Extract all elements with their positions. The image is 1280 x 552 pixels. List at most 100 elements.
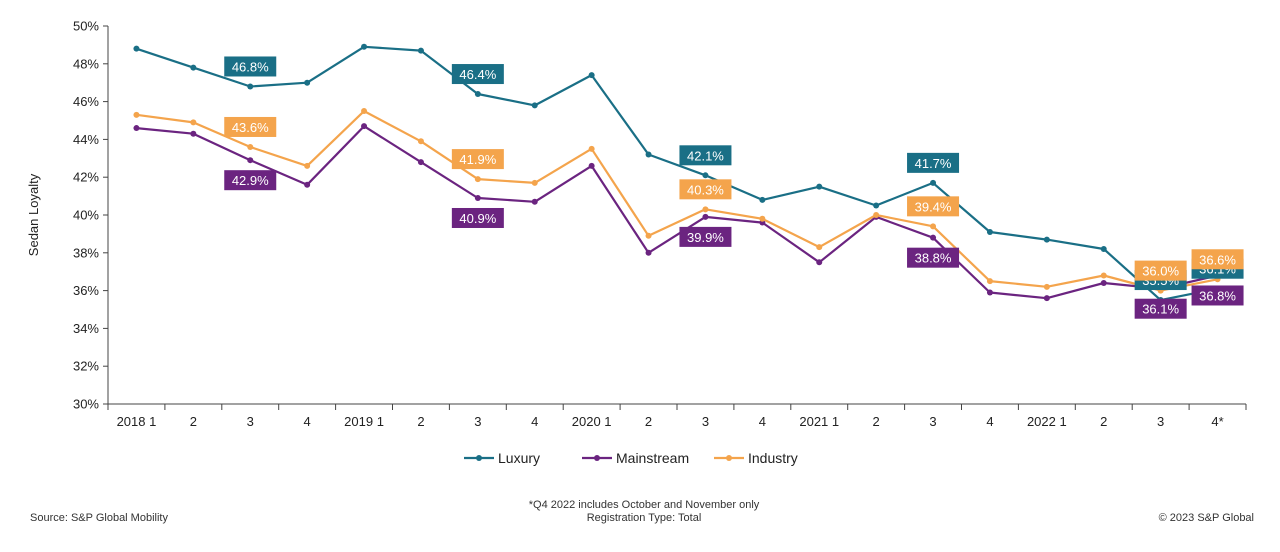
data-label-box-industry: [1134, 260, 1187, 281]
data-point-luxury: [361, 43, 368, 50]
data-point-industry: [133, 111, 140, 118]
data-label-box-industry: [1191, 249, 1244, 270]
data-point-industry: [702, 206, 709, 213]
data-label-box-mainstream: [451, 207, 504, 228]
data-label-box-mainstream: [1191, 285, 1244, 306]
data-point-industry: [1043, 283, 1050, 290]
data-point-luxury: [247, 83, 254, 90]
data-point-luxury: [1043, 236, 1050, 243]
data-point-mainstream: [304, 181, 311, 188]
data-label-industry: 41.9%: [459, 152, 496, 167]
source-note: Source: S&P Global Mobility: [30, 512, 168, 524]
x-tick-label: 2021 1: [799, 414, 839, 429]
data-point-mainstream: [986, 289, 993, 296]
data-point-industry: [304, 162, 311, 169]
data-point-mainstream: [247, 157, 254, 164]
data-point-luxury: [702, 172, 709, 179]
series-line-mainstream: [136, 125, 1218, 300]
x-tick-label: 4: [531, 414, 538, 429]
data-label-box-mainstream: [1134, 298, 1187, 319]
data-point-industry: [645, 232, 652, 239]
x-tick-label: 4: [759, 414, 766, 429]
y-tick-label: 30%: [73, 397, 99, 412]
data-label-industry: 36.0%: [1142, 264, 1179, 279]
data-point-mainstream: [702, 213, 709, 220]
data-point-industry: [873, 212, 880, 218]
x-tick-label: 2: [190, 414, 197, 429]
y-tick-label: 34%: [73, 321, 99, 336]
y-tick-label: 48%: [73, 56, 99, 71]
data-point-luxury: [588, 72, 595, 79]
x-tick-label: 3: [474, 414, 481, 429]
footnote-line-1: *Q4 2022 includes October and November o…: [528, 499, 760, 511]
data-point-mainstream: [588, 162, 595, 169]
legend-marker-luxury: [476, 455, 482, 461]
x-tick-label: 4*: [1211, 414, 1223, 429]
data-label-mainstream: 36.8%: [1199, 288, 1236, 303]
data-label-luxury: 46.8%: [232, 59, 269, 74]
data-point-luxury: [531, 102, 538, 109]
data-point-industry: [361, 108, 368, 115]
data-label-box-luxury: [679, 145, 732, 166]
legend-label-industry: Industry: [748, 450, 798, 466]
legend-marker-industry: [726, 455, 732, 461]
x-tick-label: 3: [929, 414, 936, 429]
data-label-industry: 39.4%: [915, 199, 952, 214]
data-point-industry: [474, 176, 481, 183]
data-label-box-industry: [451, 149, 504, 170]
x-tick-label: 4: [986, 414, 993, 429]
data-point-mainstream: [816, 259, 823, 266]
y-tick-label: 46%: [73, 94, 99, 109]
data-point-luxury: [759, 196, 766, 203]
x-tick-label: 2: [417, 414, 424, 429]
x-tick-label: 2022 1: [1027, 414, 1067, 429]
data-point-mainstream: [474, 194, 481, 201]
data-point-luxury: [1100, 246, 1107, 253]
data-point-mainstream: [645, 249, 652, 256]
legend-marker-mainstream: [594, 455, 600, 461]
data-label-box-mainstream: [907, 247, 960, 268]
data-label-luxury: 46.4%: [459, 67, 496, 82]
data-label-mainstream: 39.9%: [687, 230, 724, 245]
series-line-luxury: [136, 45, 1218, 302]
data-point-industry: [531, 179, 538, 186]
x-tick-label: 2: [645, 414, 652, 429]
data-label-mainstream: 38.8%: [915, 251, 952, 266]
data-point-industry: [759, 215, 766, 222]
data-label-mainstream: 36.1%: [1142, 302, 1179, 317]
y-tick-label: 44%: [73, 132, 99, 147]
data-point-industry: [986, 278, 993, 285]
data-point-mainstream: [531, 198, 538, 205]
data-point-industry: [247, 143, 254, 150]
data-label-box-luxury: [451, 64, 504, 85]
y-tick-label: 42%: [73, 170, 99, 185]
data-label-mainstream: 42.9%: [232, 173, 269, 188]
data-point-mainstream: [417, 159, 424, 166]
data-point-luxury: [417, 47, 424, 54]
x-tick-label: 2018 1: [117, 414, 157, 429]
data-label-industry: 36.6%: [1199, 252, 1236, 267]
data-point-luxury: [816, 183, 823, 190]
x-tick-label: 2020 1: [572, 414, 612, 429]
data-point-mainstream: [133, 125, 140, 132]
data-point-luxury: [190, 64, 197, 71]
copyright-note: © 2023 S&P Global: [1158, 512, 1254, 524]
y-axis-title: Sedan Loyalty: [26, 173, 41, 256]
data-point-industry: [190, 119, 197, 126]
data-point-luxury: [133, 45, 140, 52]
data-point-industry: [816, 244, 823, 251]
data-point-industry: [1100, 272, 1107, 279]
data-point-luxury: [474, 91, 481, 98]
data-label-mainstream: 40.9%: [459, 211, 496, 226]
footnote: *Q4 2022 includes October and November o…: [0, 499, 1280, 525]
data-point-mainstream: [1100, 280, 1107, 287]
data-point-mainstream: [190, 130, 197, 137]
data-point-mainstream: [1043, 295, 1050, 302]
footnote-line-2: Registration Type: Total: [586, 512, 702, 524]
x-tick-label: 3: [247, 414, 254, 429]
data-point-industry: [417, 138, 424, 145]
data-label-box-industry: [224, 116, 277, 137]
data-point-luxury: [645, 151, 652, 158]
data-point-mainstream: [930, 234, 937, 241]
x-tick-label: 3: [1157, 414, 1164, 429]
